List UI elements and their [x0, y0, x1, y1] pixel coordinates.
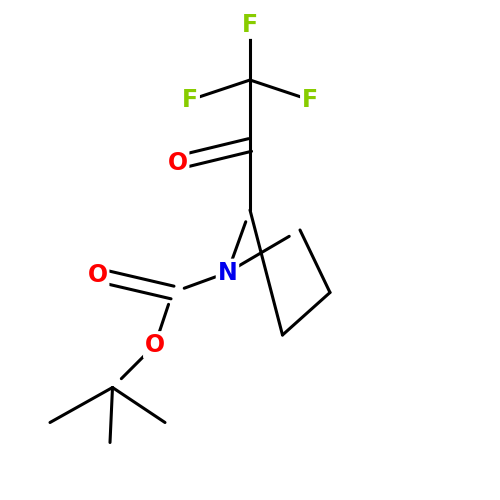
Text: F: F [182, 88, 198, 112]
Text: O: O [88, 263, 108, 287]
Text: N: N [218, 260, 238, 284]
Text: O: O [168, 150, 188, 174]
Text: O: O [145, 333, 165, 357]
Text: F: F [242, 13, 258, 37]
Text: F: F [302, 88, 318, 112]
